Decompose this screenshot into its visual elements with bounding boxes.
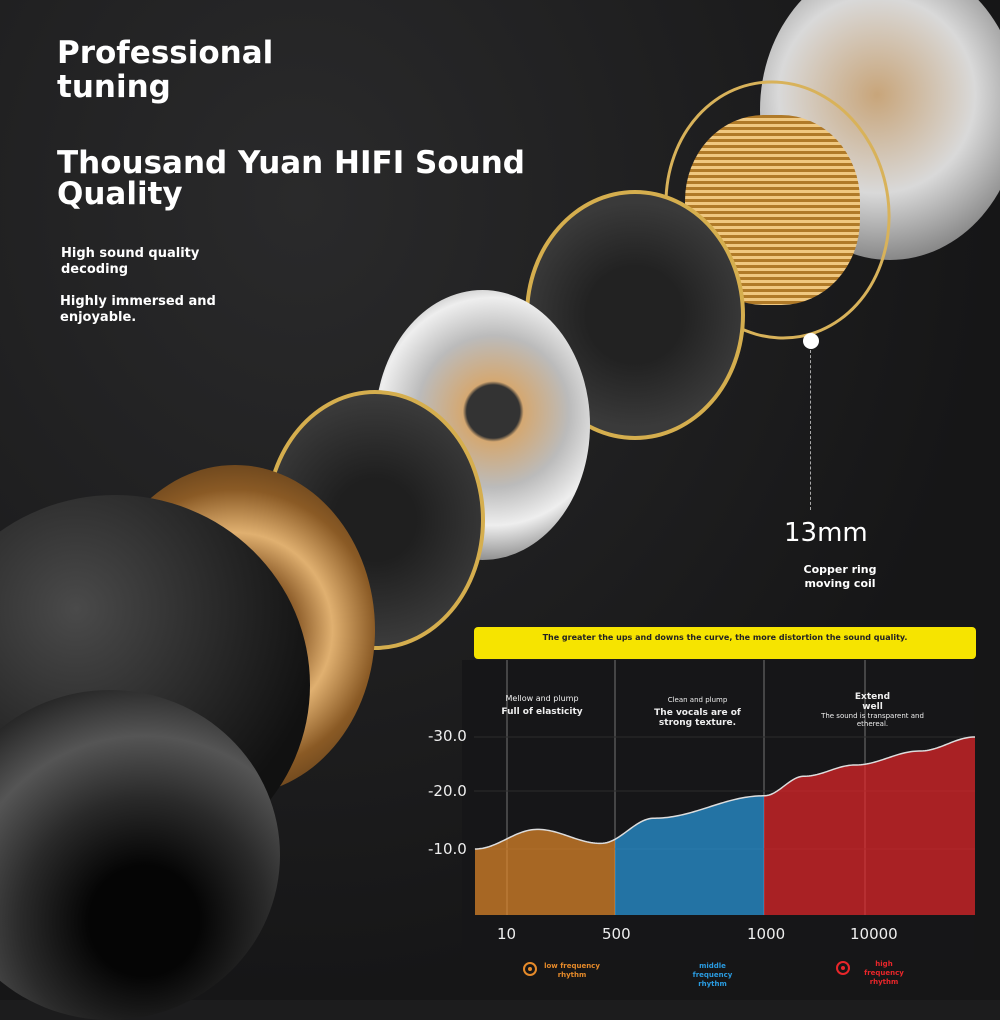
driver-label-line1: Copper ring bbox=[803, 563, 877, 576]
feature-2-line2: enjoyable. bbox=[60, 310, 137, 325]
feature-2-line1: Highly immersed and bbox=[60, 294, 216, 309]
caption-low-desc: Full of elasticity bbox=[501, 707, 583, 717]
legend-high: high frequency rhythm bbox=[864, 960, 904, 986]
driver-label-line2: moving coil bbox=[804, 577, 876, 590]
y-tick-label: -10.0 bbox=[428, 840, 467, 858]
caption-high-desc: The sound is transparent and ethereal. bbox=[821, 712, 924, 728]
x-tick-label: 10 bbox=[497, 925, 517, 943]
caption-high: Extend well The sound is transparent and … bbox=[820, 692, 925, 728]
y-tick-label: -20.0 bbox=[428, 782, 467, 800]
caption-mid-title: Clean and plump bbox=[667, 696, 728, 704]
high-frequency-legend-icon bbox=[836, 961, 850, 975]
heading-line1: Professional bbox=[57, 35, 274, 71]
caption-mid-desc: The vocals are of strong texture. bbox=[654, 708, 741, 728]
legend-mid: middle frequency rhythm bbox=[692, 962, 733, 988]
x-tick-label: 1000 bbox=[747, 925, 786, 943]
driver-label: Copper ring moving coil bbox=[790, 563, 890, 591]
y-tick-label: -30.0 bbox=[428, 727, 467, 745]
feature-1-line1: High sound quality bbox=[61, 246, 200, 261]
caption-low-title: Mellow and plump bbox=[505, 694, 579, 703]
legend-low: low frequency rhythm bbox=[544, 962, 600, 979]
feature-1-line2: decoding bbox=[61, 262, 129, 277]
caption-mid: Clean and plump The vocals are of strong … bbox=[650, 696, 745, 728]
caption-low: Mellow and plump Full of elasticity bbox=[492, 694, 592, 717]
chart-banner: The greater the ups and downs the curve,… bbox=[474, 627, 976, 659]
driver-size: 13mm bbox=[784, 518, 868, 548]
title-line2: Quality bbox=[57, 176, 183, 212]
heading-line2: tuning bbox=[57, 69, 171, 105]
caption-high-title: Extend well bbox=[854, 692, 891, 712]
low-frequency-legend-icon bbox=[523, 962, 537, 976]
x-tick-label: 10000 bbox=[850, 925, 898, 943]
x-tick-label: 500 bbox=[602, 925, 631, 943]
title-line1: Thousand Yuan HIFI Sound bbox=[57, 145, 525, 181]
